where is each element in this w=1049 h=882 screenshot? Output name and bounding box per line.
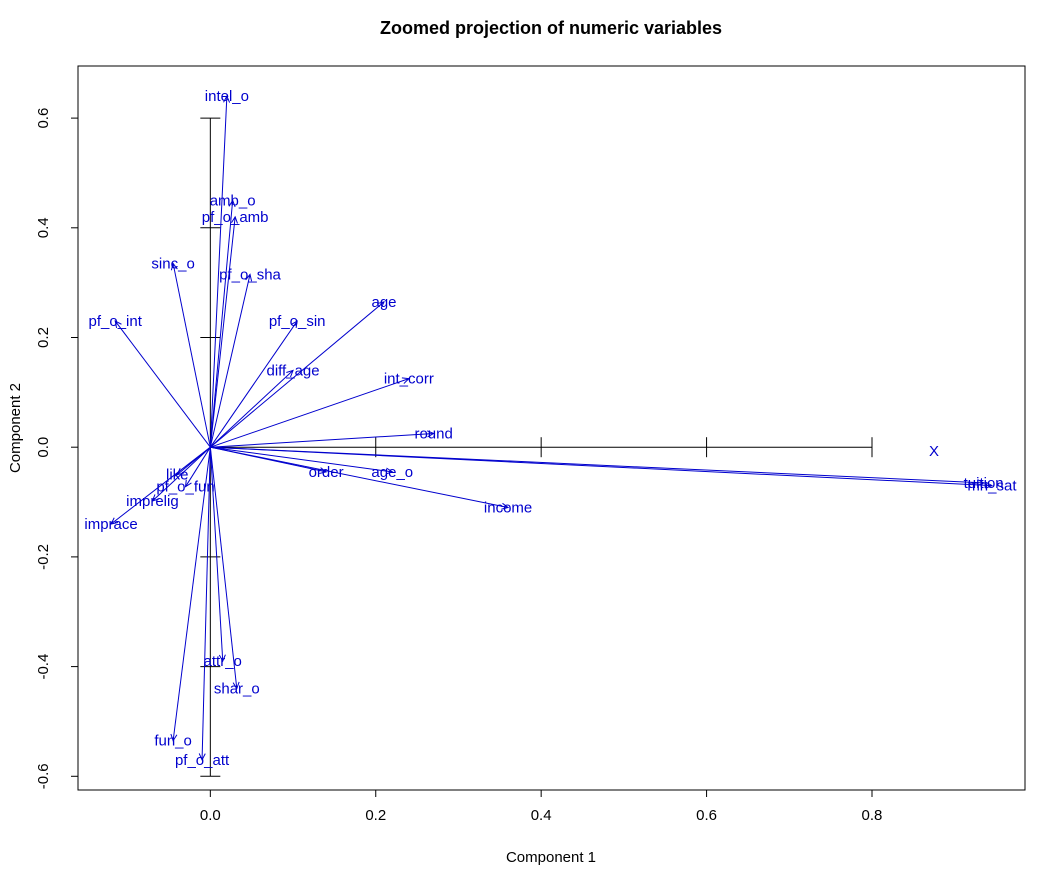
x-axis: 0.0 0.2 0.4 0.6 0.8: [200, 790, 883, 824]
variable-arrow: [210, 301, 385, 448]
variable-arrow: [209, 274, 251, 448]
y-axis-label: Component 2: [7, 383, 24, 473]
arrow-head: [385, 467, 394, 475]
arrow-head: [290, 320, 298, 329]
variable-label: fun_o: [154, 733, 192, 750]
variable-arrow: [172, 447, 211, 741]
variable-arrow: [114, 320, 211, 448]
y-tick-label: 0.4: [35, 217, 52, 238]
x-tick-label: 0.2: [365, 807, 386, 824]
variable-label: imprelig: [126, 493, 179, 510]
variable-arrow: [201, 447, 211, 760]
arrow-head: [501, 502, 510, 510]
variable-label: attr_o: [204, 653, 242, 670]
arrow-head: [110, 517, 119, 525]
variable-arrow: [110, 446, 211, 525]
y-axis: -0.6 -0.4 -0.2 0.0 0.2 0.4 0.6: [35, 108, 78, 789]
variable-label: age_o: [371, 464, 413, 481]
variable-arrow: [210, 432, 434, 448]
variable-label: sinc_o: [151, 255, 194, 272]
variable-arrow: [210, 446, 992, 487]
variable-label: amb_o: [210, 192, 256, 209]
arrow-head: [170, 733, 178, 742]
arrow-head: [151, 494, 160, 502]
variable-arrow: [209, 447, 238, 689]
variable-label: diff_age: [266, 362, 319, 379]
supplementary-point-label: X: [929, 443, 939, 460]
plot-frame: [77, 65, 1026, 791]
variable-label: shar_o: [214, 681, 260, 698]
x-tick-label: 0.6: [696, 807, 717, 824]
y-tick-label: -0.4: [35, 654, 52, 680]
variable-arrow: [209, 96, 228, 448]
variable-arrow: [152, 446, 211, 502]
variable-arrow: [172, 263, 211, 448]
x-axis-label: Component 1: [506, 849, 596, 866]
variable-arrow: [209, 320, 298, 448]
variable-arrow: [209, 370, 294, 448]
variable-label: mn_sat: [967, 478, 1017, 495]
variable-label: round: [414, 425, 452, 442]
y-tick-label: -0.2: [35, 544, 52, 570]
y-tick-label: 0.0: [35, 437, 52, 458]
arrow-head: [319, 467, 328, 475]
arrow-head: [114, 320, 122, 329]
variable-label: intel_o: [205, 88, 249, 105]
arrow-head: [377, 301, 385, 309]
y-tick-label: 0.6: [35, 108, 52, 129]
variable-arrow: [185, 446, 211, 487]
variable-label: pf_o_att: [175, 752, 230, 769]
variable-label: like: [166, 467, 189, 484]
variable-label: income: [484, 500, 532, 517]
y-tick-label: -0.6: [35, 763, 52, 789]
reference-axes: [200, 117, 873, 777]
x-tick-label: 0.8: [862, 807, 883, 824]
arrow-head: [426, 430, 435, 438]
variable-label: int_corr: [384, 371, 434, 388]
arrow-head: [231, 215, 238, 224]
arrow-head: [401, 377, 410, 384]
arrow-head: [245, 273, 253, 282]
variable-arrow: [210, 446, 393, 473]
arrow-head: [223, 95, 231, 103]
variable-arrow: [209, 216, 236, 448]
variable-arrow: [210, 378, 409, 448]
variable-label: pf_o_amb: [202, 209, 269, 226]
arrow-head: [184, 479, 192, 488]
arrow-head: [198, 753, 206, 761]
arrow-head: [170, 262, 178, 271]
arrow-head: [232, 681, 240, 690]
variable-arrow: [209, 447, 224, 662]
variable-label: pf_o_int: [89, 313, 143, 330]
arrow-head: [228, 199, 236, 208]
variable-label: tuition: [964, 475, 1004, 492]
variable-label: order: [309, 464, 344, 481]
variable-arrows: intel_o amb_opf_o_amb pf_o_sha sinc_o pf_o_i…: [84, 88, 1017, 769]
variable-label: age: [372, 294, 397, 311]
variable-label: pf_o_sin: [269, 313, 326, 330]
variable-label: pf_o_fun: [156, 479, 214, 496]
chart-title: Zoomed projection of numeric variables: [380, 18, 722, 38]
y-tick-label: 0.2: [35, 327, 52, 348]
variable-label: imprace: [84, 516, 137, 533]
variable-arrow: [209, 200, 234, 448]
arrow-head: [218, 654, 226, 663]
x-tick-label: 0.0: [200, 807, 221, 824]
variable-label: pf_o_sha: [219, 266, 281, 283]
arrow-head: [985, 481, 994, 489]
variable-arrow: [210, 446, 509, 509]
arrow-head: [286, 369, 294, 378]
x-tick-label: 0.4: [531, 807, 552, 824]
